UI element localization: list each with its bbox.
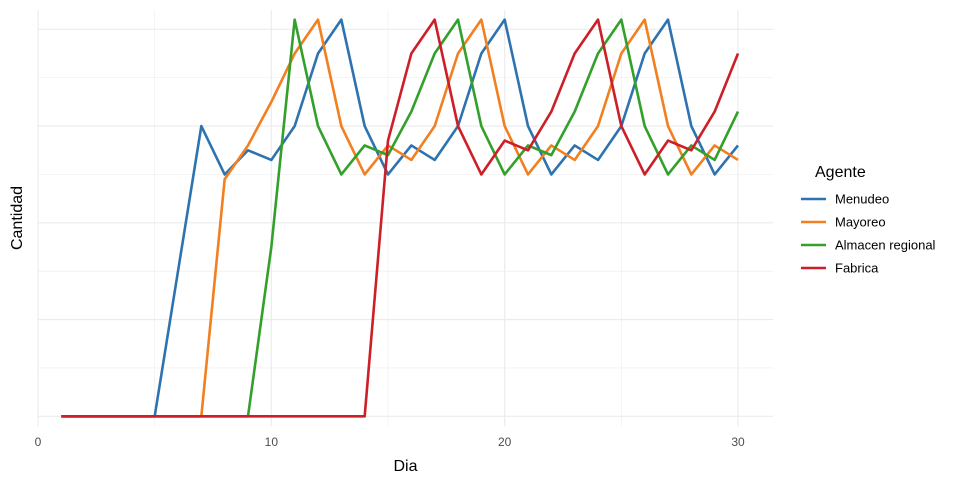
legend-items: Menudeo Mayoreo Almacen regional Fabrica [801, 192, 936, 276]
x-axis-title: Dia [393, 458, 417, 475]
grid [37, 10, 773, 426]
series-line-menudeo [61, 18, 740, 418]
x-tick-label: 30 [731, 435, 745, 449]
legend-label: Menudeo [835, 192, 889, 207]
series-line-fabrica [61, 18, 740, 418]
legend-label: Almacen regional [835, 238, 936, 253]
x-tick-label: 20 [498, 435, 512, 449]
legend: Agente Menudeo Mayoreo Almacen regional Fab… [801, 164, 936, 276]
legend-label: Mayoreo [835, 215, 886, 230]
legend-label: Fabrica [835, 261, 879, 276]
series-lines [61, 18, 740, 418]
y-axis-title: Cantidad [9, 186, 26, 250]
x-tick-label: 10 [265, 435, 279, 449]
x-tick-label: 0 [35, 435, 42, 449]
x-tick-labels: 0 10 20 30 [35, 435, 745, 449]
legend-title: Agente [815, 164, 866, 181]
